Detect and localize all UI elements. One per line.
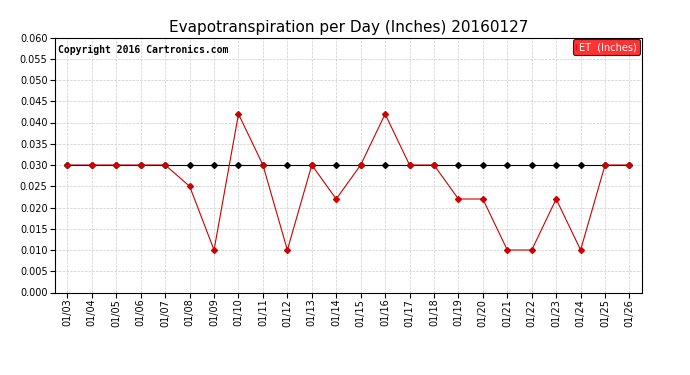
ET  (Inches) (308, 163, 316, 167)
ET  (Inches) (479, 197, 487, 201)
ET  (Inches) (381, 112, 389, 116)
ET  (Inches) (210, 248, 218, 252)
ET  (Inches) (576, 248, 584, 252)
ET  (Inches) (88, 163, 96, 167)
ET  (Inches) (332, 197, 340, 201)
ET  (Inches) (137, 163, 145, 167)
Legend: ET  (Inches): ET (Inches) (573, 39, 640, 55)
ET  (Inches) (454, 197, 462, 201)
ET  (Inches) (552, 197, 560, 201)
ET  (Inches) (283, 248, 291, 252)
ET  (Inches) (259, 163, 267, 167)
ET  (Inches) (112, 163, 121, 167)
ET  (Inches) (601, 163, 609, 167)
ET  (Inches) (528, 248, 536, 252)
ET  (Inches) (186, 184, 194, 189)
ET  (Inches) (406, 163, 414, 167)
ET  (Inches) (161, 163, 169, 167)
ET  (Inches) (430, 163, 438, 167)
ET  (Inches) (503, 248, 511, 252)
ET  (Inches) (357, 163, 365, 167)
Line: ET  (Inches): ET (Inches) (66, 112, 631, 252)
Title: Evapotranspiration per Day (Inches) 20160127: Evapotranspiration per Day (Inches) 2016… (169, 20, 528, 35)
Text: Copyright 2016 Cartronics.com: Copyright 2016 Cartronics.com (58, 45, 228, 55)
ET  (Inches) (625, 163, 633, 167)
ET  (Inches) (235, 112, 243, 116)
ET  (Inches) (63, 163, 72, 167)
